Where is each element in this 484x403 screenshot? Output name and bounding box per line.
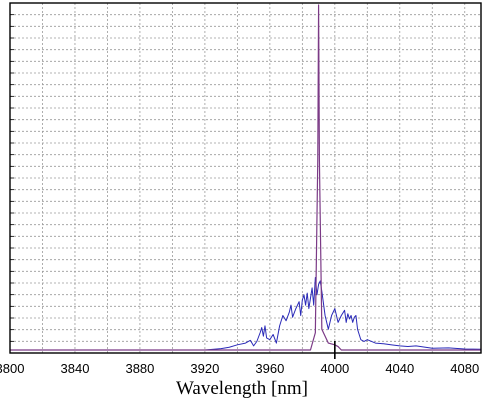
x-tick-label: 3960 (255, 361, 284, 376)
x-tick-label: 3880 (125, 361, 154, 376)
x-axis-title: Wavelength [nm] (176, 378, 308, 399)
grid (10, 3, 481, 353)
x-tick-label: 3800 (0, 361, 24, 376)
x-tick-label: 4080 (450, 361, 479, 376)
x-tick-label: 4040 (385, 361, 414, 376)
plot-frame (9, 2, 482, 354)
x-tick-label: 4000 (320, 361, 349, 376)
x-tick-label: 3840 (61, 361, 90, 376)
x-tick-label: 3920 (190, 361, 219, 376)
series-layer (10, 4, 482, 351)
series-line-1 (10, 277, 482, 351)
series-line-2 (10, 4, 481, 351)
x-tick-labels: 3800 3840 3880 3920 3960 4000 4040 4080 (0, 361, 479, 376)
